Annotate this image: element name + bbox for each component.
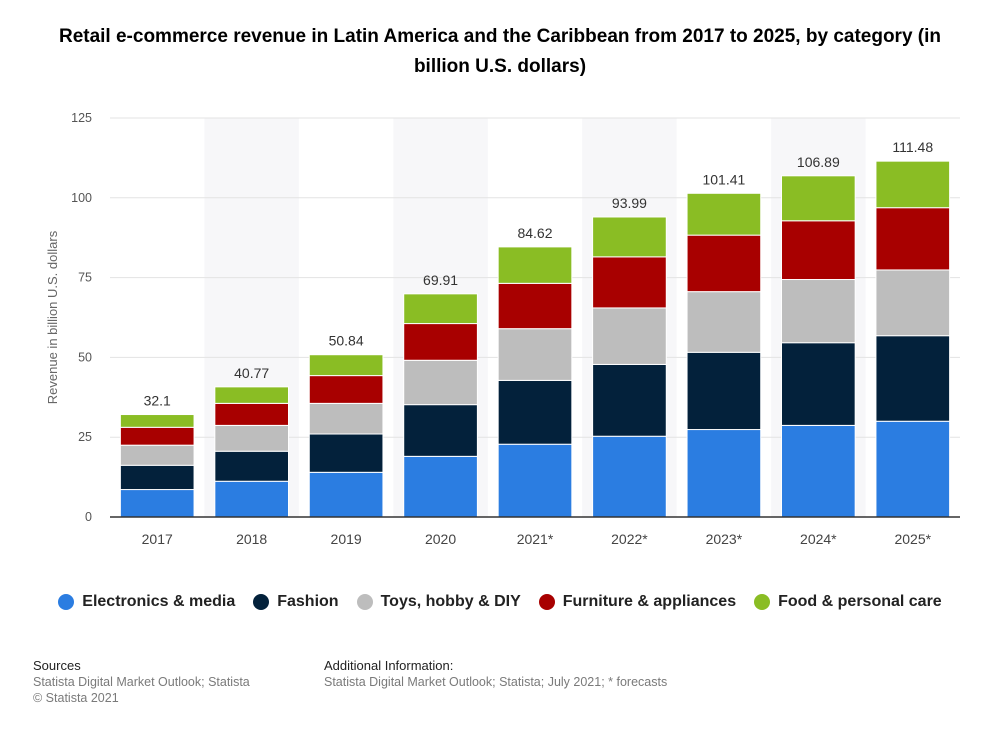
bar-total-label: 101.41 [702,171,745,187]
bar-segment [214,424,289,452]
bar-segment [308,354,384,377]
bar-segment [497,246,573,284]
y-tick-label: 50 [78,350,92,364]
x-tick-label: 2019 [331,531,362,547]
x-tick-label: 2025* [894,531,931,547]
legend-marker [754,594,771,610]
x-tick-label: 2023* [706,531,743,547]
sources-link[interactable]: Statista Digital Market Outlook; Statist… [33,675,250,689]
legend-marker [58,594,75,610]
bar-segment [781,175,856,222]
legend-label: Food & personal care [778,593,942,610]
bar-segment [119,414,195,428]
bar-segment [686,192,762,236]
bar-segment [875,160,951,209]
bar-segment [497,282,573,330]
x-tick-label: 2024* [800,531,837,547]
legend-item-furniture[interactable]: Furniture & appliances [538,593,737,611]
bar-segment [403,293,478,325]
legend-label: Fashion [277,593,339,610]
x-tick-label: 2022* [611,531,648,547]
additional-info-block: Additional Information: Statista Digital… [324,658,667,690]
bar-segment [592,363,667,437]
y-tick-label: 0 [85,510,92,524]
bar-segment [214,402,289,426]
bar-total-label: 106.89 [797,154,840,170]
bar-segment [686,291,762,353]
bar-segment [119,464,195,491]
x-tick-label: 2021* [517,531,554,547]
bar-segment [781,220,856,281]
bar-segment [119,426,195,446]
bar-segment [308,471,384,518]
additional-info-text: Statista Digital Market Outlook; Statist… [324,675,668,689]
bar-segment [308,433,384,473]
y-tick-label: 100 [71,191,92,205]
legend-marker [356,594,373,610]
bar-segment [497,379,573,445]
chart-title: Retail e-commerce revenue in Latin Ameri… [58,26,942,77]
bar-segment [592,216,667,258]
bar-segment [308,402,384,435]
bar-segment [214,450,289,482]
x-tick-label: 2018 [236,531,267,547]
legend-item-electronics[interactable]: Electronics & media [58,593,235,611]
bar-segment [403,323,478,361]
bar-segment [875,335,951,422]
legend-marker [538,594,555,610]
bar-segment [592,307,667,365]
bar-total-label: 93.99 [612,195,647,211]
y-axis-label: Revenue in billion U.S. dollars [45,230,60,404]
copyright-text: © Statista 2021 [33,691,119,705]
y-tick-label: 125 [71,111,92,125]
legend-label: Toys, hobby & DIY [380,593,521,610]
additional-info-heading: Additional Information: [324,658,454,673]
bar-total-label: 69.91 [423,272,458,288]
legend-item-food[interactable]: Food & personal care [754,593,942,611]
bar-segment [875,207,951,271]
bar-segment [308,375,384,404]
bar-segment [686,429,762,518]
bar-segment [214,386,289,404]
stacked-bar-chart: 0 25 50 75 100 125 Revenue in billion U.S. dol… [45,111,960,547]
legend-item-toys[interactable]: Toys, hobby & DIY [356,593,521,611]
bar-total-label: 111.48 [892,139,933,155]
bar-segment [119,444,195,466]
y-tick-label: 25 [78,430,92,444]
bar-segment [214,480,289,518]
bar-segment [403,455,478,518]
legend-label: Furniture & appliances [562,593,737,610]
bar-segment [686,234,762,293]
bar-total-label: 84.62 [517,225,552,241]
bar-segment [497,443,573,518]
bar-segment [497,328,573,381]
bar-segment [119,489,195,518]
bar-segment [403,359,478,406]
chart-legend: Electronics & media Fashion Toys, hobby … [0,593,1000,611]
bar-total-label: 50.84 [329,333,364,349]
x-tick-label: 2017 [142,531,173,547]
bar-segment [686,351,762,431]
sources-block: Sources Statista Digital Market Outlook;… [33,658,250,706]
bar-segment [875,269,951,337]
legend-marker [253,594,270,610]
x-tick-label: 2020 [425,531,456,547]
y-tick-label: 75 [78,271,92,285]
bar-segment [592,256,667,309]
bar-segment [781,279,856,344]
legend-item-fashion[interactable]: Fashion [253,593,339,611]
bar-segment [592,435,667,518]
bar-total-label: 32.1 [144,393,171,409]
sources-heading: Sources [33,658,81,673]
bar-total-label: 40.77 [234,365,269,381]
bar-segment [403,404,478,457]
bar-segment [781,342,856,426]
bar-segment [875,420,951,518]
bar-segment [781,424,856,518]
legend-label: Electronics & media [82,593,236,610]
